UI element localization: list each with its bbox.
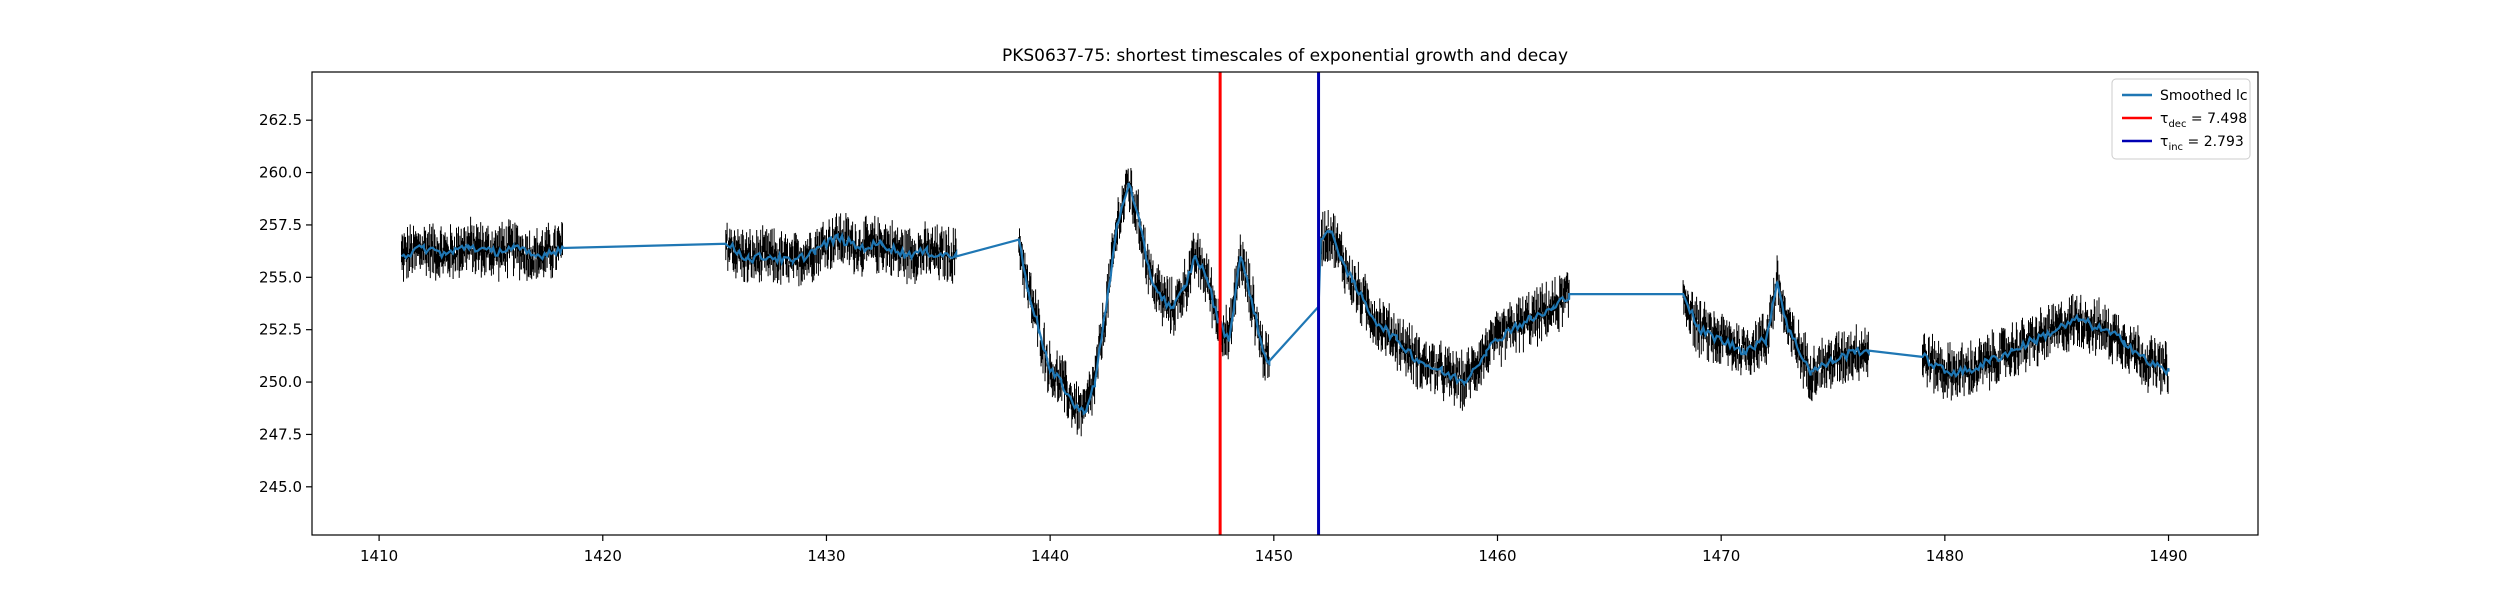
legend-label-2: τinc = 2.793 <box>2160 134 2244 153</box>
x-tick-label: 1430 <box>807 547 845 565</box>
legend: Smoothed lc τdec = 7.498 τinc = 2.793 <box>2111 78 2251 160</box>
y-tick-label: 250.0 <box>259 373 302 391</box>
timescale-vertical-lines <box>1218 72 1321 535</box>
legend-label-0: Smoothed lc <box>2160 88 2248 104</box>
smoothed-light-curve-line <box>400 182 2170 416</box>
y-tick-label: 262.5 <box>259 111 302 129</box>
y-axis: 245.0 247.5 250.0 252.5 255.0 257.5 260.0 262.5 <box>259 111 312 496</box>
y-tick-label: 260.0 <box>259 164 302 182</box>
legend-label-1: τdec = 7.498 <box>2160 111 2247 130</box>
error-bar-marks <box>401 168 2169 437</box>
y-tick-label: 252.5 <box>259 321 302 339</box>
x-tick-label: 1440 <box>1031 547 1069 565</box>
x-tick-label: 1410 <box>360 547 398 565</box>
y-tick-label: 255.0 <box>259 268 302 286</box>
x-tick-label: 1420 <box>584 547 622 565</box>
x-axis: 1410 1420 1430 1440 1450 1460 1470 1480 1490 <box>360 535 2188 565</box>
error-bars-series <box>401 168 2169 437</box>
legend-box <box>2111 78 2251 160</box>
x-tick-label: 1470 <box>1702 547 1740 565</box>
y-tick-label: 245.0 <box>259 478 302 496</box>
x-tick-label: 1490 <box>2149 547 2187 565</box>
y-tick-label: 247.5 <box>259 425 302 443</box>
x-tick-label: 1460 <box>1478 547 1516 565</box>
plot-area-frame <box>311 71 2259 536</box>
x-tick-label: 1450 <box>1255 547 1293 565</box>
x-tick-label: 1480 <box>1926 547 1964 565</box>
y-tick-label: 257.5 <box>259 216 302 234</box>
chart-title: PKS0637-75: shortest timescales of expon… <box>1002 46 1568 66</box>
